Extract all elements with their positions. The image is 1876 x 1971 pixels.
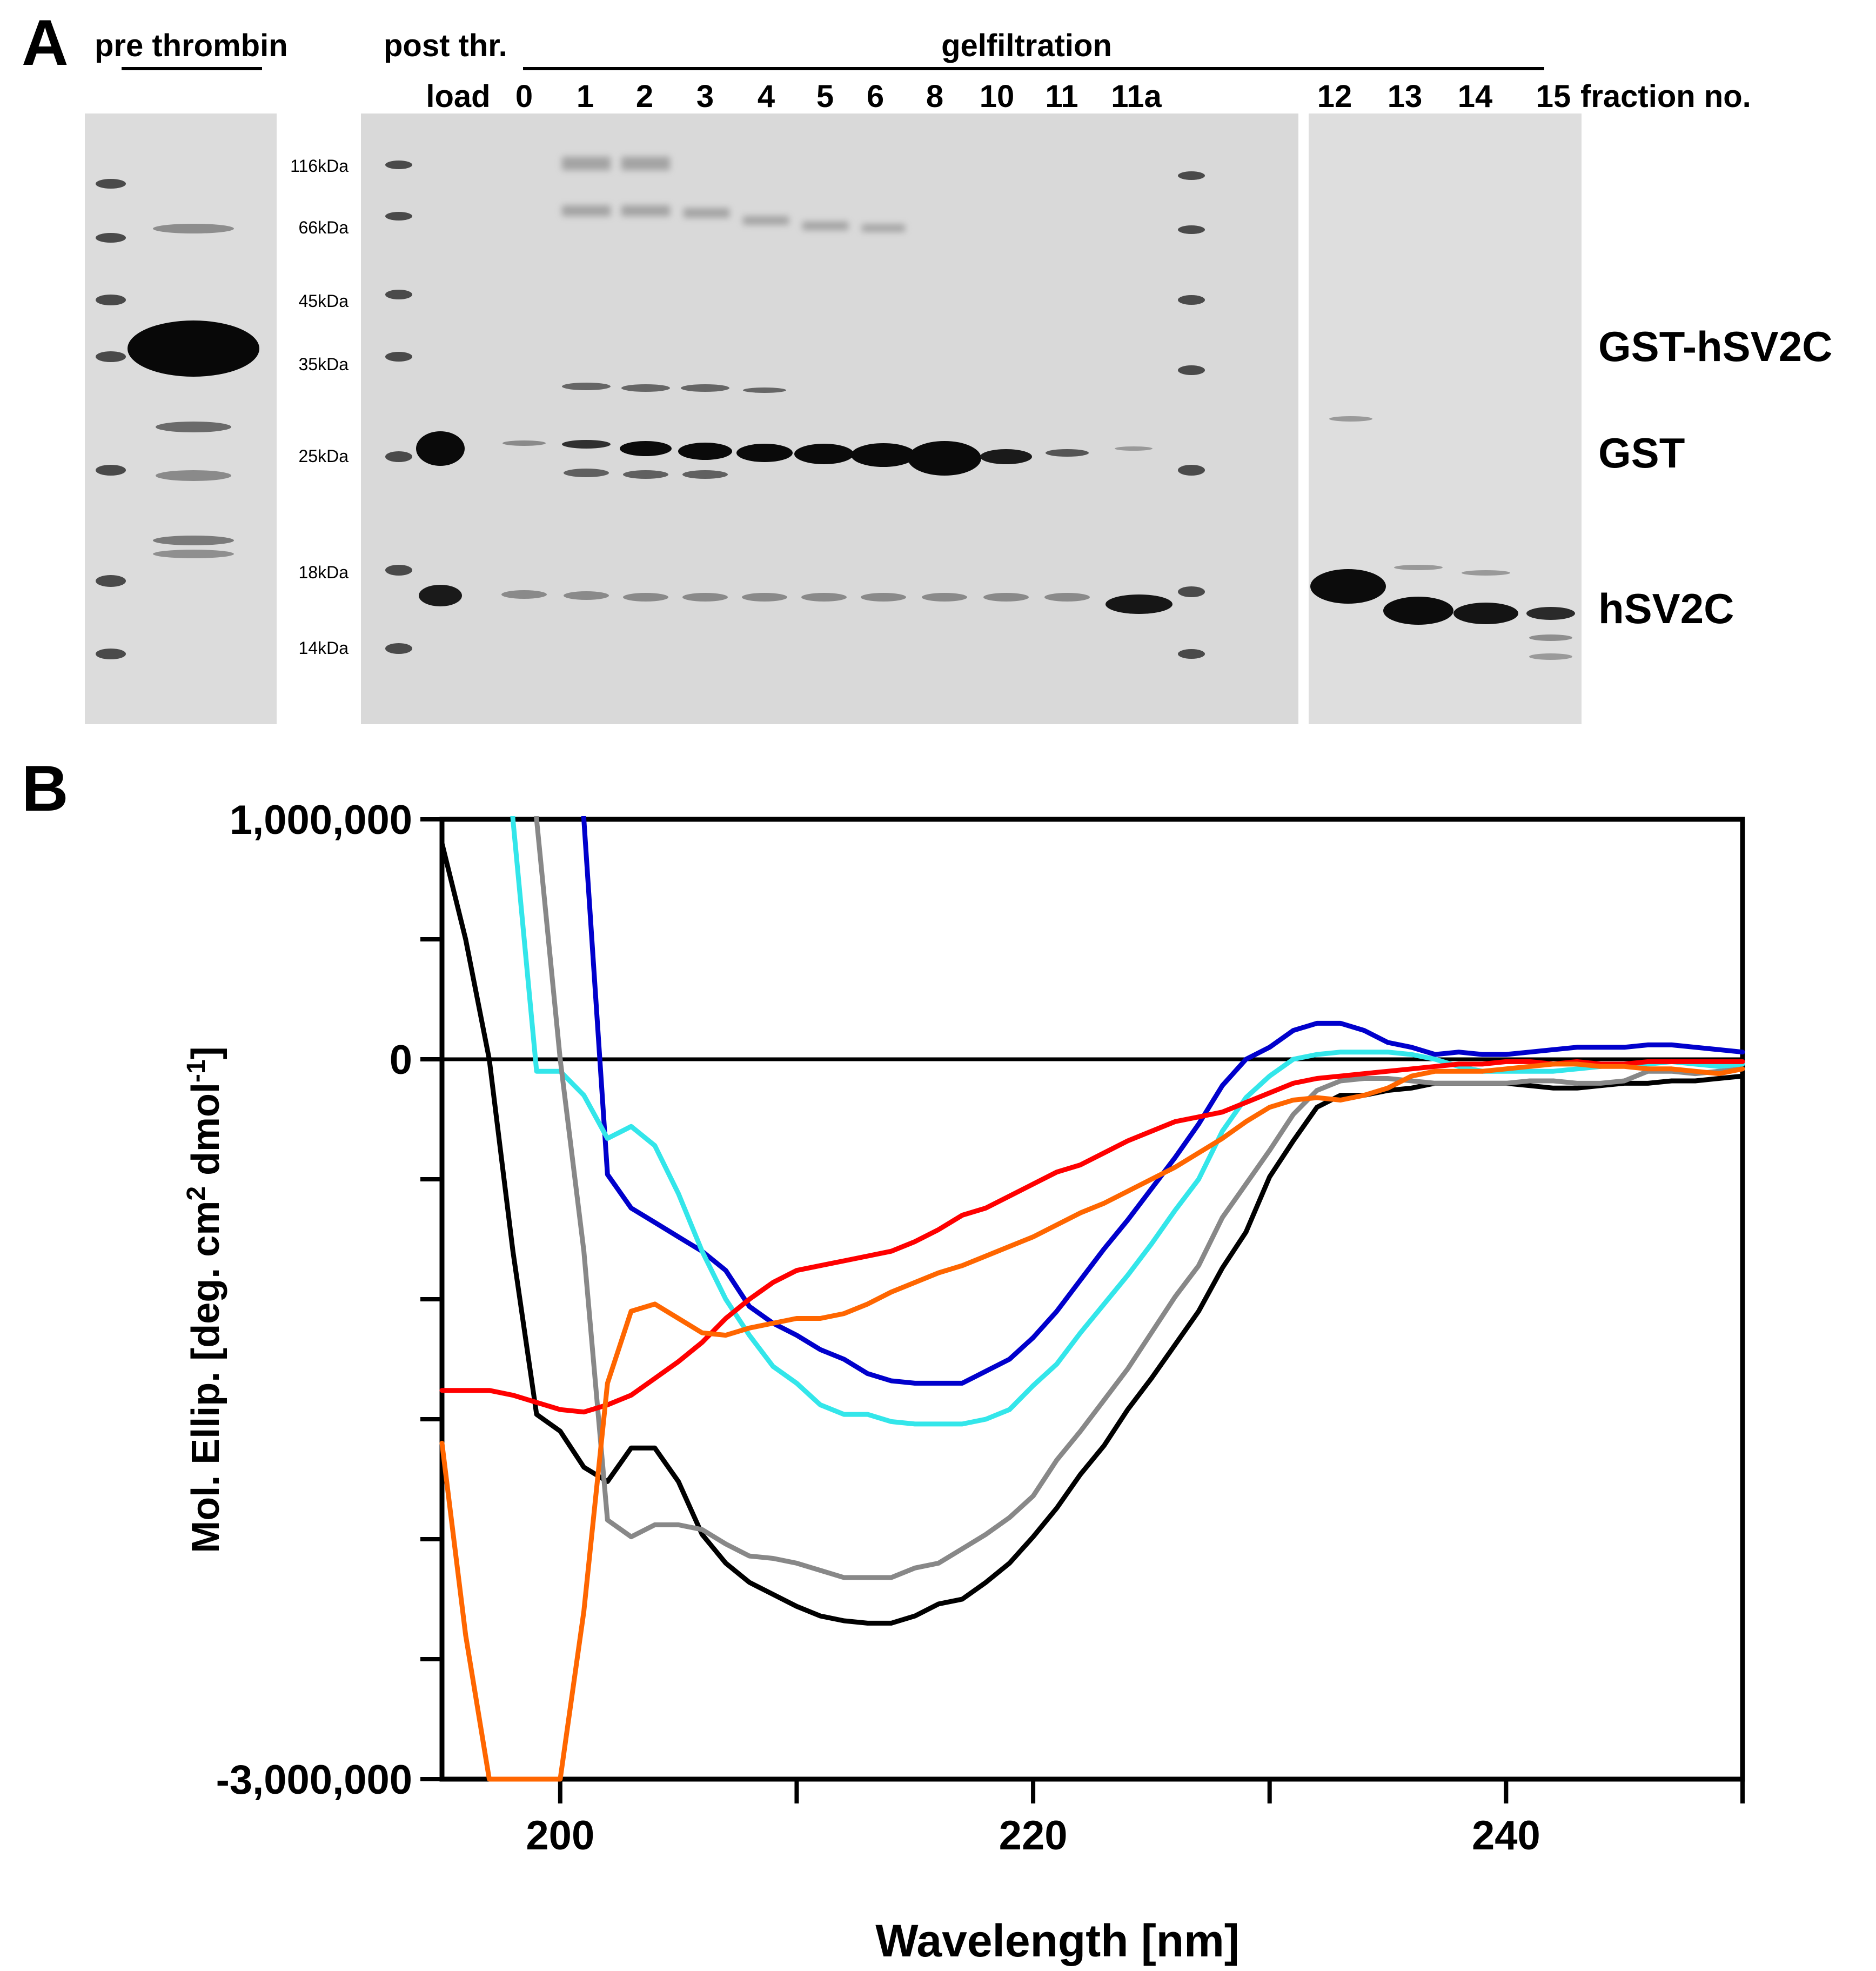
lane-label: 2 [636,79,653,114]
lane-label: 5 [816,79,834,114]
series-line-red [439,1059,1745,1415]
series-line-blue [581,816,1745,1386]
x-axis-title: Wavelength [nm] [875,1915,1240,1966]
fraction-no-label: fraction no. [1580,79,1751,114]
gel-pre-thrombin [85,113,277,724]
lane-label: 12 [1317,79,1352,114]
lane-label: 8 [926,79,943,114]
lane-label: 0 [515,79,533,114]
band-label-gst: GST [1598,429,1685,477]
panel-a: A pre thrombin post thr. gelfiltration f… [22,6,1832,724]
y-tick-label: -3,000,000 [216,1757,412,1803]
panel-b-label: B [22,752,69,825]
lane-label: 3 [696,79,714,114]
gel-gelfiltration: 116kDa 66kDa 45kDa 35kDa 25kDa 18kDa 14k… [290,113,1298,724]
lane-label: 10 [980,79,1015,114]
axes [420,817,1745,1803]
cd-spectrum-chart: -3,000,000 0 1,000,000 200 220 240 Wavelength… [182,797,1745,1966]
panel-a-label: A [22,6,69,79]
x-tick-label: 200 [526,1813,594,1859]
marker-label: 116kDa [290,156,349,176]
lane-label: load [426,79,490,114]
band-label-gst-hsv2c: GST-hSV2C [1598,323,1832,370]
lane-label: 15 [1536,79,1571,114]
gel-late-fractions [1309,113,1582,724]
y-axis-title: Mol. Ellip. [deg. cm2 dmol-1] [182,1046,228,1553]
marker-label: 25kDa [299,446,349,466]
x-tick-label: 220 [999,1813,1068,1859]
x-tick-label: 240 [1472,1813,1540,1859]
lane-label: 4 [758,79,775,114]
y-tick-label: 1,000,000 [230,797,412,843]
tick-labels: -3,000,000 0 1,000,000 200 220 240 [216,797,1540,1859]
lane-label: 11a [1111,79,1162,114]
lane-label: 14 [1458,79,1493,114]
pre-thrombin-label: pre thrombin [95,28,288,63]
marker-labels: 116kDa 66kDa 45kDa 35kDa 25kDa 18kDa 14k… [290,156,349,658]
marker-label: 18kDa [299,563,349,582]
marker-label: 35kDa [299,355,349,374]
marker-label: 45kDa [299,291,349,311]
series-line-orange [439,1061,1745,1782]
series-line-black [439,840,1745,1626]
lane-label: 1 [577,79,594,114]
plot-frame [439,817,1745,1782]
gelfiltration-label: gelfiltration [941,28,1112,63]
lane-label: 13 [1388,79,1423,114]
band-label-hsv2c: hSV2C [1598,585,1734,632]
marker-label: 14kDa [299,638,349,658]
lane-label: 6 [867,79,884,114]
lane-labels: load 0 1 2 3 4 5 6 8 10 11 11a 12 13 14 … [426,79,1571,114]
post-thrombin-label: post thr. [384,28,507,63]
series-line-gray [534,816,1745,1580]
panel-b: B -3,000,000 0 1,000,000 200 220 240 Waveleng… [22,752,1745,1966]
y-tick-label: 0 [390,1037,412,1083]
marker-label: 66kDa [299,218,349,237]
series-line-cyan [510,816,1745,1427]
series-lines [439,816,1745,1782]
lane-label: 11 [1045,79,1078,114]
